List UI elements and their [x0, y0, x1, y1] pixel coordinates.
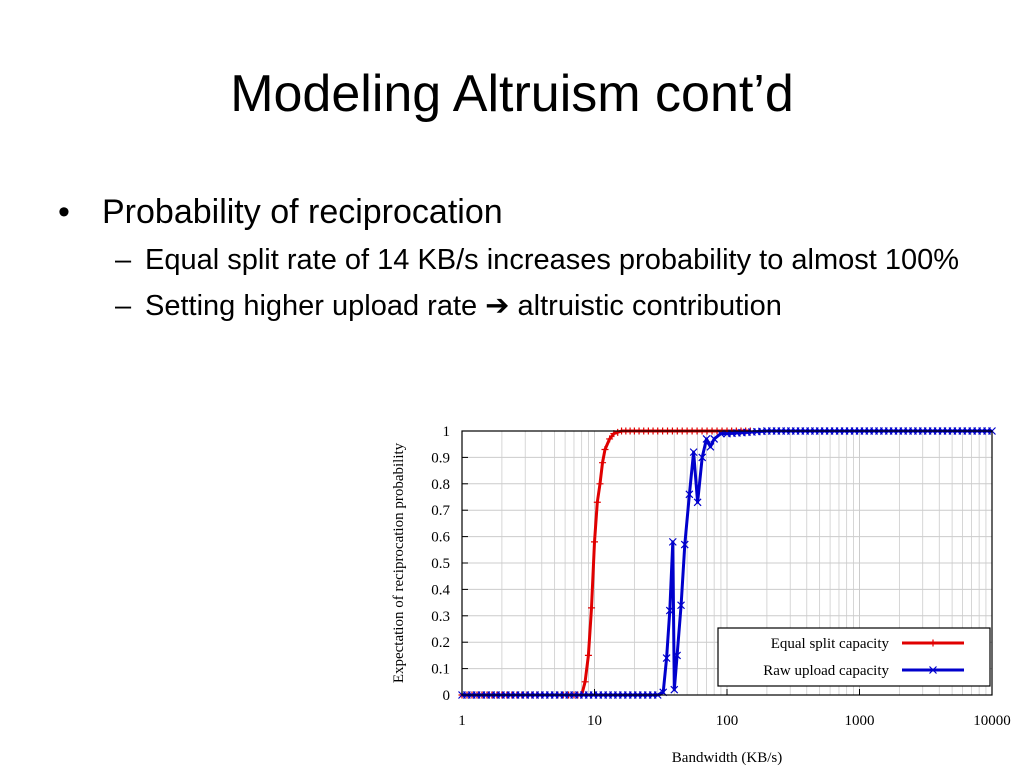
y-tick-label: 0.6: [431, 530, 450, 546]
subbullet-text: Setting higher upload rate ➔ altruistic …: [145, 290, 782, 322]
bullet-text: Probability of reciprocation: [102, 193, 503, 231]
data-point-marker: [702, 434, 711, 443]
data-point-marker: [599, 459, 607, 467]
subbullet-higher-upload: – Setting higher upload rate ➔ altruisti…: [58, 286, 785, 326]
bullet-dot: •: [58, 193, 70, 231]
data-point-marker: [665, 606, 674, 615]
data-point-marker: [929, 666, 937, 674]
x-axis-label: Bandwidth (KB/s): [672, 750, 782, 766]
y-tick-label: 0.2: [431, 635, 450, 651]
subbullet-text: Equal split rate of 14 KB/s increases pr…: [145, 244, 960, 276]
y-tick-label: 0.1: [431, 662, 450, 678]
data-point-marker: [710, 434, 719, 443]
data-point-marker: [601, 445, 609, 453]
subbullet-dash: –: [115, 244, 132, 276]
data-point-marker: [685, 490, 694, 499]
data-point-marker: [662, 654, 671, 662]
data-point-marker: [668, 537, 677, 546]
y-tick-label: 0.7: [431, 503, 450, 519]
x-tick-label: 1000: [845, 713, 875, 729]
y-tick-label: 0.5: [431, 556, 450, 572]
bullet-list: • Probability of reciprocation – Equal s…: [58, 190, 978, 326]
legend-label-0: Equal split capacity: [771, 636, 890, 652]
data-point-marker: [588, 604, 596, 612]
data-point-marker: [698, 453, 707, 462]
data-point-marker: [584, 651, 592, 659]
y-tick-label: 0.9: [431, 450, 450, 466]
y-tick-label: 0: [443, 688, 451, 704]
y-tick-label: 0.3: [431, 609, 450, 625]
data-point-marker: [680, 540, 689, 549]
data-point-marker: [689, 448, 698, 457]
subbullet-dash: –: [115, 290, 132, 322]
x-tick-label: 10000: [973, 713, 1011, 729]
data-point-marker: [606, 435, 614, 443]
y-tick-label: 0.4: [431, 582, 450, 598]
data-point-marker: [673, 651, 682, 660]
data-point-marker: [670, 685, 679, 694]
legend-label-1: Raw upload capacity: [763, 663, 889, 679]
data-point-marker: [929, 639, 937, 647]
data-point-marker: [593, 498, 601, 506]
data-point-marker: [693, 498, 702, 507]
x-tick-label: 10: [587, 713, 602, 729]
slide-title: Modeling Altruism cont’d: [230, 65, 794, 123]
subbullet-equal-split: – Equal split rate of 14 KB/s increases …: [58, 240, 978, 280]
data-point-marker: [591, 538, 598, 546]
x-tick-label: 1: [458, 713, 466, 729]
legend: Equal split capacity Raw upload capacity: [717, 627, 991, 687]
data-point-marker: [706, 442, 715, 451]
y-tick-label: 1: [443, 424, 451, 440]
bullet-probability: • Probability of reciprocation: [58, 190, 978, 234]
y-tick-label: 0.8: [431, 477, 450, 493]
data-point-marker: [677, 601, 685, 610]
x-tick-label: 100: [716, 713, 739, 729]
legend-box: [717, 627, 991, 687]
data-point-marker: [614, 428, 622, 436]
data-point-marker: [581, 678, 589, 686]
y-axis-label: Expectation of reciprocation probability: [391, 442, 407, 683]
data-point-marker: [596, 480, 604, 488]
tick-labels: 1 10 100 1000 10000 0 0.1 0.2 0.3 0.4 0.5 0.6 0.7 0.8…: [431, 424, 1011, 729]
